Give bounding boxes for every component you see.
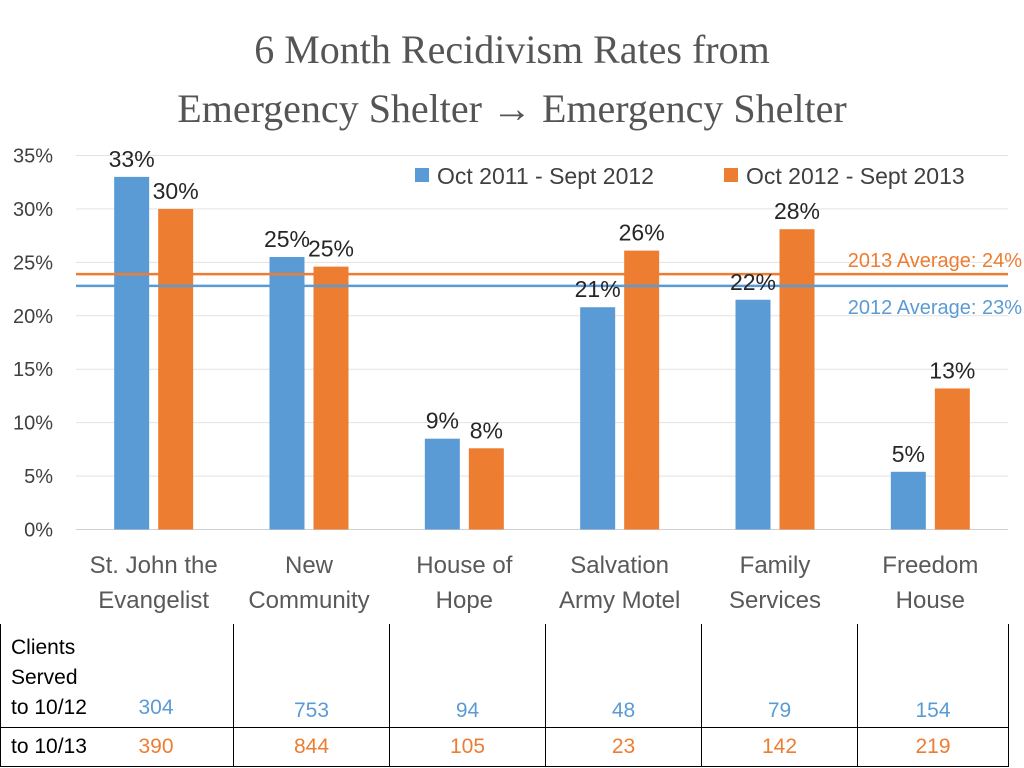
data-label: 25%: [308, 236, 354, 262]
y-tick-label: 5%: [24, 466, 53, 488]
data-label: 30%: [153, 178, 199, 204]
bar-2013: [934, 388, 970, 530]
bars: [114, 176, 970, 530]
average-line-label: 2012 Average: 23%: [848, 297, 1022, 319]
gridlines: [76, 155, 1008, 530]
category-labels: St. John the Evangelist New Community Shelte…: [90, 552, 981, 625]
bar-chart: 0% 5% 10% 15% 20% 25% 30% 35% 2013 Average: 24%…: [13, 146, 1022, 626]
bar-2013: [779, 229, 815, 530]
clients-2013-value: 105: [389, 727, 546, 767]
category-label: Family: [740, 552, 811, 579]
data-label: 5%: [892, 441, 925, 467]
legend-swatch: [724, 168, 738, 182]
average-lines: 2013 Average: 24% 2012 Average: 23%: [76, 250, 1022, 319]
chart-title-line2: Emergency Shelter → Emergency Shelter: [177, 86, 847, 131]
data-label: 28%: [774, 198, 820, 224]
data-label: 25%: [264, 226, 310, 252]
clients-2012-value: 304: [138, 696, 174, 719]
clients-2012-value: 79: [701, 624, 858, 728]
data-labels: 33% 30% 25%25% 9% 8% 21% 26% 22% 28% 5% 13%: [109, 146, 976, 467]
data-label: 22%: [730, 269, 776, 295]
clients-2012-value: 154: [857, 624, 1009, 728]
y-tick-label: 35%: [13, 146, 53, 168]
bar-2013: [158, 208, 194, 530]
category-label: Services: [729, 587, 821, 614]
bar-2012: [890, 471, 926, 530]
category-label: Ministries: [880, 622, 981, 625]
category-label: Shelter, Inc.: [246, 622, 373, 625]
y-tick-label: 30%: [13, 199, 53, 221]
category-label: House: [896, 587, 965, 614]
clients-2013-value: 142: [701, 727, 858, 767]
data-label: 8%: [470, 417, 503, 443]
clients-2013-value: 219: [857, 727, 1009, 767]
y-tick-label: 20%: [13, 306, 53, 328]
data-label: 33%: [109, 146, 155, 172]
chart-title-line1: 6 Month Recidivism Rates from: [254, 27, 770, 72]
y-tick-label: 25%: [13, 252, 53, 274]
bar-2013: [313, 266, 349, 530]
y-tick-label: 15%: [13, 359, 53, 381]
bar-2012: [269, 257, 305, 530]
legend-swatch: [415, 168, 429, 182]
y-tick-label: 10%: [13, 413, 53, 435]
category-label: Vouchers: [570, 622, 670, 625]
clients-served-table: Clients Served to 10/12 304 753 94 48 79 15…: [0, 624, 1009, 767]
bar-2013: [624, 250, 660, 530]
category-label: Salvation: [570, 552, 669, 579]
clients-2013-value: 23: [545, 727, 702, 767]
data-label: 26%: [619, 220, 665, 246]
average-line-label: 2013 Average: 24%: [848, 250, 1022, 272]
category-label: Army Motel: [559, 587, 680, 614]
clients-label-2012: Clients Served to 10/12 304: [0, 624, 234, 728]
clients-2012-value: 753: [233, 624, 390, 728]
category-label: Community: [248, 587, 369, 614]
legend: Oct 2011 - Sept 2012 Oct 2012 - Sept 2013: [415, 163, 965, 189]
clients-row-2013: to 10/13 390 844 105 23 142 219: [0, 727, 1009, 767]
data-label: 9%: [426, 408, 459, 434]
clients-2013-value: 844: [233, 727, 390, 767]
data-label: 13%: [929, 357, 975, 383]
legend-label: Oct 2011 - Sept 2012: [437, 163, 654, 189]
category-label: Crisis Center: [706, 622, 845, 625]
y-axis: 0% 5% 10% 15% 20% 25% 30% 35%: [13, 146, 53, 542]
bar-2012: [424, 438, 460, 530]
category-label: New: [285, 552, 334, 579]
category-label: St. John the: [90, 552, 218, 579]
clients-row-2012: Clients Served to 10/12 304 753 94 48 79 15…: [0, 624, 1009, 728]
bar-2013: [468, 448, 504, 530]
clients-2012-value: 94: [389, 624, 546, 728]
bar-2012: [114, 176, 150, 530]
legend-label: Oct 2012 - Sept 2013: [746, 163, 965, 189]
y-tick-label: 0%: [24, 520, 53, 542]
clients-2013-value: 390: [138, 735, 174, 758]
category-label: Evangelist: [98, 587, 209, 614]
data-label: 21%: [575, 276, 621, 302]
category-label: Hope: [436, 587, 493, 614]
bar-2012: [580, 307, 616, 530]
category-label: House of: [416, 552, 512, 579]
bar-2012: [735, 299, 771, 530]
category-label: Freedom: [882, 552, 978, 579]
clients-2012-value: 48: [545, 624, 702, 728]
clients-label-2013: to 10/13 390: [0, 727, 234, 767]
